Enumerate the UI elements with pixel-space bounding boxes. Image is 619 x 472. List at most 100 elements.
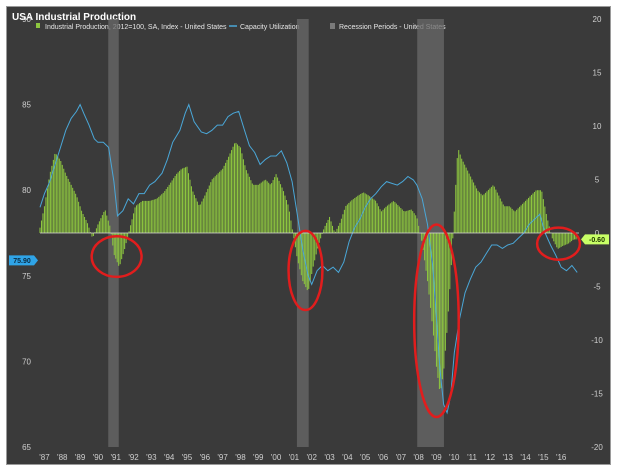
bar-166 [285,200,288,233]
bar-132 [235,142,237,233]
bar-221 [367,195,369,233]
bar-170 [291,229,293,233]
bar-211 [352,199,354,233]
bar-188 [318,233,320,243]
bar-9 [52,159,54,233]
bar-337 [539,190,541,233]
bar-153 [266,181,268,233]
bar-286 [464,164,466,233]
bar-10 [54,153,56,233]
bar-98 [184,167,187,233]
bar-254 [416,218,418,233]
x-tick-14: '14 [520,453,531,462]
bar-315 [507,206,509,233]
bar-165 [284,195,286,233]
bar-130 [232,146,234,233]
bar-231 [382,209,384,233]
bar-351 [560,233,562,247]
bar-73 [147,200,149,233]
x-tick-99: '99 [253,453,264,462]
bar-292 [473,182,475,233]
highlight-circle-1 [90,234,143,279]
bar-273 [444,233,446,351]
bar-275 [447,233,449,312]
bar-304 [490,186,492,233]
bar-316 [508,206,510,233]
bar-357 [569,233,571,243]
bar-31 [85,219,87,233]
bar-25 [76,197,78,233]
bar-87 [168,184,170,233]
bar-144 [253,184,255,233]
bar-65 [135,205,138,233]
bar-263 [429,233,432,308]
bar-239 [394,202,396,233]
bar-56 [122,233,124,255]
bar-196 [330,221,332,233]
bar-240 [395,203,397,233]
chart-frame: USA Industrial Production Industrial Pro… [6,6,611,465]
bar-301 [486,191,488,233]
bar-208 [348,202,350,233]
bar-270 [440,233,442,389]
bar-50 [113,233,115,256]
right-value-badge-label: -0.60 [589,237,605,244]
bar-115 [210,182,212,233]
bar-34 [89,232,92,233]
bar-290 [470,176,472,233]
x-tick-15: '15 [538,453,549,462]
bar-138 [244,165,246,233]
x-tick-96: '96 [200,453,211,462]
bar-204 [342,214,344,233]
bar-284 [461,158,463,233]
bar-159 [275,174,277,233]
bar-210 [351,200,353,233]
bar-45 [106,215,108,233]
bar-222 [369,196,371,233]
bar-17 [64,172,66,233]
bar-195 [329,216,331,233]
bar-229 [379,209,381,233]
bar-104 [193,194,195,233]
left-y-axis: 90 85 80 75 70 65 [22,15,31,452]
bar-354 [565,233,567,245]
bar-124 [223,165,225,233]
bar-114 [208,185,210,233]
bar-107 [198,204,200,233]
bar-164 [282,191,285,233]
right-tick-15: 15 [593,69,602,78]
bar-59 [127,233,129,238]
x-tick-93: '93 [146,453,157,462]
bar-100 [187,173,190,233]
right-y-axis: 20 15 10 5 0 -5 -10 -15 -20 [591,15,603,452]
bar-190 [321,233,323,234]
bar-61 [130,225,132,233]
bar-23 [73,190,75,233]
x-tick-09: '09 [431,453,442,462]
bar-274 [446,233,448,333]
bar-51 [115,233,117,259]
bar-134 [238,145,240,233]
bar-109 [201,201,203,233]
bar-320 [514,211,516,233]
bar-175 [299,233,301,270]
bar-359 [572,233,574,240]
bar-179 [305,233,307,288]
bar-52 [116,233,118,263]
bar-16 [63,168,65,233]
capacity-utilization-line [39,103,578,415]
bar-243 [400,208,402,233]
bar-323 [519,206,521,233]
bar-67 [138,203,141,233]
bar-303 [489,188,491,233]
bar-131 [233,143,236,233]
bar-246 [404,211,406,233]
bar-193 [326,222,328,233]
bar-123 [222,168,224,233]
bar-197 [331,225,334,233]
bar-72 [146,200,148,233]
right-tick--10: -10 [591,336,603,345]
bar-261 [427,233,429,282]
x-tick-03: '03 [324,453,335,462]
bar-105 [195,198,197,233]
